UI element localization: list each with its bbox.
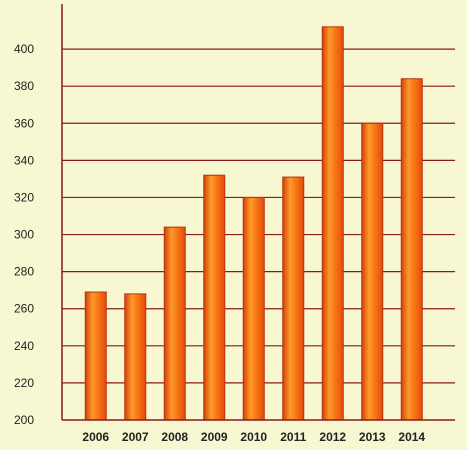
bar-2014 <box>400 78 423 421</box>
y-tick-label-400: 400 <box>14 42 34 56</box>
bar-2008 <box>163 226 186 421</box>
x-tick-label-2014: 2014 <box>398 430 425 444</box>
bars <box>84 26 423 421</box>
y-tick-label-260: 260 <box>14 302 34 316</box>
y-axis-tick-labels: 200 220 240 260 280 300 320 340 360 380 400 <box>14 42 34 427</box>
x-tick-label-2011: 2011 <box>280 430 306 444</box>
y-tick-label-300: 300 <box>14 228 34 242</box>
bar-2006 <box>84 291 107 421</box>
x-axis-category-labels: 2006 2007 2008 2009 2010 2011 2012 2013 2014 <box>82 430 425 444</box>
y-tick-label-340: 340 <box>14 153 34 167</box>
x-tick-label-2008: 2008 <box>161 430 188 444</box>
y-tick-label-360: 360 <box>14 116 34 130</box>
y-tick-label-220: 220 <box>14 376 34 390</box>
y-tick-label-280: 280 <box>14 265 34 279</box>
x-tick-label-2010: 2010 <box>240 430 267 444</box>
y-tick-label-240: 240 <box>14 339 34 353</box>
bar-2011 <box>282 176 305 421</box>
bar-2013 <box>361 122 384 421</box>
bar-2010 <box>242 196 265 421</box>
x-tick-label-2013: 2013 <box>359 430 386 444</box>
y-tick-label-200: 200 <box>14 413 34 427</box>
y-tick-label-320: 320 <box>14 190 34 204</box>
bar-2012 <box>321 26 344 421</box>
x-tick-label-2006: 2006 <box>82 430 109 444</box>
x-tick-label-2009: 2009 <box>201 430 228 444</box>
y-tick-label-380: 380 <box>14 79 34 93</box>
bar-2009 <box>203 174 226 421</box>
x-tick-label-2012: 2012 <box>319 430 346 444</box>
bar-2007 <box>124 293 147 421</box>
x-tick-label-2007: 2007 <box>122 430 149 444</box>
